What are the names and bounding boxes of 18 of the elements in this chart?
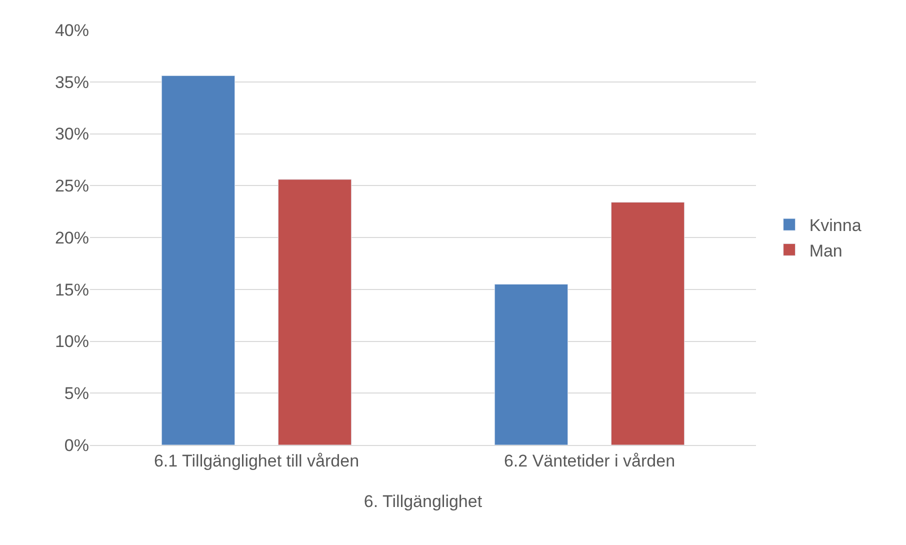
bar bbox=[494, 284, 568, 445]
legend-label: Kvinna bbox=[809, 216, 862, 236]
x-axis-title: 6. Tillgänglighet bbox=[364, 492, 482, 511]
y-tick-label: 5% bbox=[64, 384, 89, 404]
x-tick-label: 6.1 Tillgänglighet till vården bbox=[154, 451, 360, 470]
y-tick-label: 20% bbox=[54, 228, 89, 248]
x-tick-label: 6.2 Väntetider i vården bbox=[504, 451, 676, 470]
y-tick-label: 15% bbox=[54, 280, 89, 300]
legend-label: Man bbox=[809, 241, 842, 260]
y-tick-label: 35% bbox=[54, 72, 89, 92]
y-tick-label: 30% bbox=[54, 124, 89, 144]
bar bbox=[610, 202, 685, 445]
bar bbox=[278, 179, 352, 445]
y-tick-label: 0% bbox=[64, 436, 89, 455]
y-tick-label: 25% bbox=[54, 176, 89, 196]
y-tick-label: 40% bbox=[54, 20, 89, 40]
bar bbox=[161, 75, 236, 445]
y-tick-label: 10% bbox=[54, 332, 89, 352]
